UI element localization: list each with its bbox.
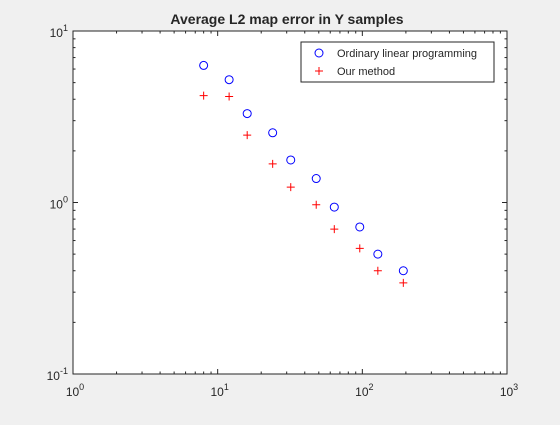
point-ordinary-lp (199, 60, 209, 70)
point-our-method (199, 91, 208, 100)
data-points (199, 60, 408, 287)
x-tick-label: 101 (210, 382, 228, 399)
point-our-method (355, 244, 364, 253)
plot-area (73, 31, 507, 374)
legend: Ordinary linear programming Our method (300, 41, 495, 83)
point-our-method (286, 183, 295, 192)
point-our-method (312, 200, 321, 209)
legend-label: Ordinary linear programming (337, 48, 477, 60)
legend-marker (315, 67, 323, 75)
point-our-method (373, 266, 382, 275)
point-our-method (225, 92, 234, 101)
point-ordinary-lp (329, 202, 339, 212)
y-tick-label: 101 (50, 23, 68, 40)
point-ordinary-lp (242, 109, 252, 119)
point-our-method (399, 278, 408, 287)
legend-label: Our method (337, 66, 395, 78)
point-our-method (268, 159, 277, 168)
legend-box (300, 41, 495, 83)
y-tick-label: 100 (50, 195, 68, 212)
point-ordinary-lp (311, 174, 321, 184)
legend-marker (314, 48, 324, 58)
point-ordinary-lp (398, 266, 408, 276)
point-ordinary-lp (268, 128, 278, 138)
point-ordinary-lp (224, 75, 234, 85)
plot-frame (72, 30, 508, 375)
point-our-method (330, 225, 339, 234)
x-tick-label: 100 (66, 382, 84, 399)
point-ordinary-lp (355, 222, 365, 232)
point-ordinary-lp (373, 249, 383, 259)
x-tick-label: 102 (355, 382, 373, 399)
x-tick-label: 103 (500, 382, 518, 399)
chart-title: Average L2 map error in Y samples (170, 11, 403, 27)
y-tick-label: 10-1 (47, 366, 68, 383)
point-ordinary-lp (286, 155, 296, 165)
point-our-method (243, 131, 252, 140)
